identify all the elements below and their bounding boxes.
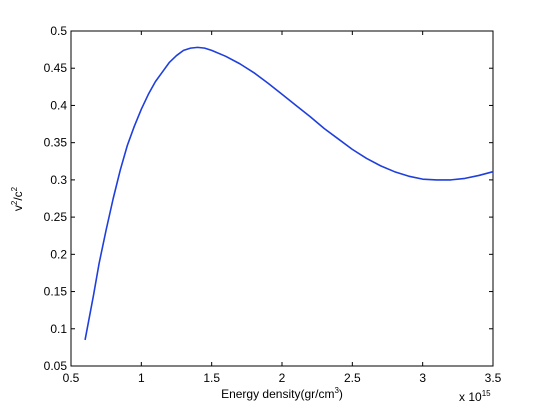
x-tick-label: 3 — [419, 371, 426, 385]
x-tick-label: 0.5 — [63, 371, 80, 385]
y-axis-label-v: v — [11, 205, 25, 211]
x-tick-label: 3.5 — [485, 371, 502, 385]
plot-area-frame — [70, 30, 494, 367]
y-tick-label: 0.45 — [44, 61, 68, 75]
x-axis-multiplier-base: x 10 — [459, 390, 482, 404]
x-axis-label: Energy density(gr/cm3) — [221, 386, 343, 401]
x-axis-label-text: Energy density(gr/cm — [221, 387, 334, 401]
x-axis-multiplier: x 1015 — [459, 389, 491, 404]
y-tick-label: 0.4 — [50, 98, 67, 112]
y-axis-label-sup1: 2 — [10, 200, 19, 205]
x-tick-label: 2 — [279, 371, 286, 385]
x-axis-label-sup: 3 — [334, 386, 339, 395]
y-axis-ticks: 0.05 0.1 0.15 0.2 0.25 0.3 0.35 0.4 0.45 0.5 — [44, 24, 493, 373]
x-tick-label: 1.5 — [203, 371, 220, 385]
x-axis-label-close: ) — [339, 387, 343, 401]
y-tick-label: 0.3 — [50, 173, 67, 187]
y-tick-label: 0.1 — [50, 322, 67, 336]
y-tick-label: 0.25 — [44, 210, 68, 224]
series-line — [84, 46, 494, 341]
x-tick-label: 2.5 — [344, 371, 361, 385]
y-tick-label: 0.05 — [44, 359, 68, 373]
y-tick-label: 0.2 — [50, 247, 67, 261]
y-axis-label-sup2: 2 — [10, 186, 19, 191]
x-axis-ticks: 0.5 1 1.5 2 2.5 3 3.5 — [63, 31, 502, 385]
series-layer — [84, 46, 494, 341]
y-axis-label: v2/c2 — [10, 186, 25, 211]
x-axis-multiplier-exponent: 15 — [482, 389, 491, 398]
y-tick-label: 0.15 — [44, 285, 68, 299]
y-axis-label-mid: /c — [11, 191, 25, 200]
y-tick-label: 0.35 — [44, 136, 68, 150]
x-tick-label: 1 — [138, 371, 145, 385]
y-tick-label: 0.5 — [50, 24, 67, 38]
